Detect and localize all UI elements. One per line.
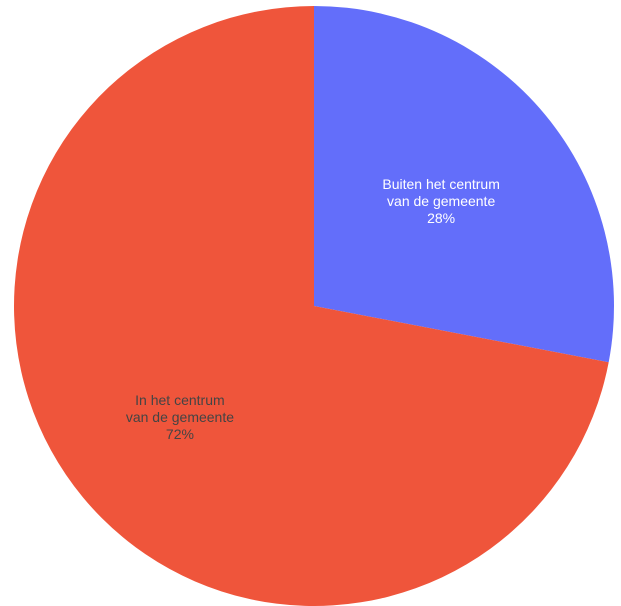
pie-slice-label-0: Buiten het centrum van de gemeente 28% xyxy=(382,176,500,226)
pie-slice-label-line-1-0: In het centrum xyxy=(135,392,225,408)
pie-slice-label-line-0-0: Buiten het centrum xyxy=(382,176,500,192)
pie-slice-1[interactable] xyxy=(14,6,609,606)
pie-slice-percent-0: 28% xyxy=(427,210,455,226)
pie-slice-label-1: In het centrum van de gemeente 72% xyxy=(126,392,234,442)
slices-layer xyxy=(14,6,614,606)
pie-slice-label-line-0-1: van de gemeente xyxy=(387,193,495,209)
labels-layer: Buiten het centrum van de gemeente 28%In h… xyxy=(126,176,500,442)
pie-slice-0[interactable] xyxy=(314,6,614,363)
pie-slice-label-line-1-1: van de gemeente xyxy=(126,409,234,425)
pie-slice-percent-1: 72% xyxy=(166,426,194,442)
